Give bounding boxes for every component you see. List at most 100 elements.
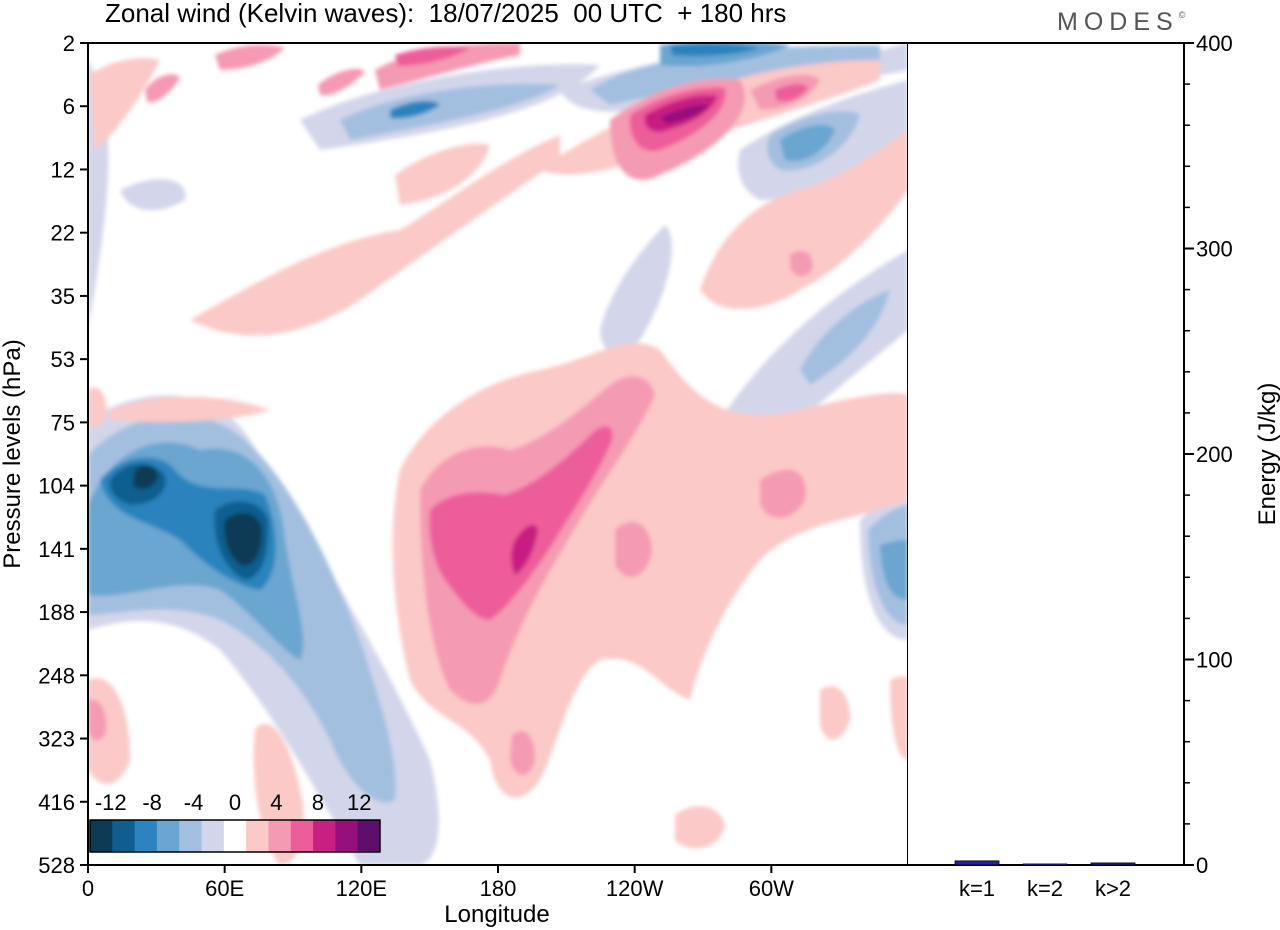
colorbar-swatch xyxy=(357,820,381,852)
contour-neg xyxy=(120,179,186,211)
y-axis-label: Pressure levels (hPa) xyxy=(0,339,26,568)
contour-neg xyxy=(670,43,760,57)
x-tick-label: 0 xyxy=(82,876,94,901)
x-tick-label: 60W xyxy=(749,876,794,901)
y-tick-label: 248 xyxy=(38,663,75,688)
contour-pos xyxy=(511,524,538,575)
contour-pos xyxy=(110,396,270,422)
colorbar-tick-label: -8 xyxy=(142,790,162,815)
colorbar-swatch xyxy=(268,820,292,852)
colorbar-swatch xyxy=(313,820,336,852)
colorbar-tick-label: 4 xyxy=(270,790,282,815)
y-tick-label: 53 xyxy=(51,347,75,372)
colorbar-tick-label: 12 xyxy=(347,790,371,815)
contour-pos xyxy=(190,135,560,336)
bar-y-tick-label: 200 xyxy=(1196,442,1233,467)
x-axis-label: Longitude xyxy=(444,901,549,928)
contour-pos xyxy=(615,521,652,577)
bar-y-tick-label: 100 xyxy=(1196,648,1233,673)
contour-pos xyxy=(395,46,470,66)
colorbar-tick-label: 0 xyxy=(229,790,241,815)
y-tick-label: 104 xyxy=(38,474,75,499)
contour-neg xyxy=(600,225,672,353)
contour-neg xyxy=(880,540,908,600)
bar-y-tick-label: 400 xyxy=(1196,31,1233,56)
contour-pos xyxy=(318,68,365,96)
colorbar-swatch xyxy=(179,820,203,852)
y-tick-label: 75 xyxy=(51,410,75,435)
x-tick-label: 180 xyxy=(480,876,517,901)
y-tick-label: 188 xyxy=(38,600,75,625)
colorbar-swatch xyxy=(290,820,314,852)
contour-pos xyxy=(429,425,613,620)
energy-bar xyxy=(1022,863,1068,866)
colorbar-swatch xyxy=(90,820,113,852)
contour-neg xyxy=(340,83,560,140)
contour-pos xyxy=(675,806,725,849)
x-tick-label: 60E xyxy=(205,876,244,901)
y-tick-label: 528 xyxy=(38,853,75,878)
bar-y-ticks: 0 100 200 300 400 xyxy=(1184,31,1233,878)
contour-neg xyxy=(390,100,440,119)
energy-axis-label: Energy (J/kg) xyxy=(1254,383,1280,526)
bar-y-tick-label: 0 xyxy=(1196,853,1208,878)
energy-bar xyxy=(1090,862,1136,866)
colorbar-swatch xyxy=(223,820,247,852)
bar-panel-background xyxy=(908,43,1184,865)
bar-category-label: k=2 xyxy=(1027,876,1063,901)
contour-pos xyxy=(375,43,520,90)
colorbar-tick-label: -4 xyxy=(184,790,204,815)
bar-marks xyxy=(954,860,1136,866)
colorbar-swatch xyxy=(246,820,269,852)
contour-neg xyxy=(133,465,158,490)
contour-pos xyxy=(760,469,806,518)
energy-bar-panel: 0 100 200 300 400 k=1 k=2 k>2 xyxy=(908,31,1233,901)
colorbar-tick-label: 8 xyxy=(312,790,324,815)
colorbar-frame xyxy=(89,819,381,853)
contour-pos xyxy=(700,130,908,309)
heatmap-y-ticks: 2 6 12 22 35 53 75 104 141 188 248 323 416 528 xyxy=(38,31,88,878)
y-tick-label: 22 xyxy=(51,221,75,246)
contour-pos xyxy=(88,699,107,741)
colorbar-swatch xyxy=(134,820,158,852)
y-tick-label: 6 xyxy=(63,94,75,119)
colorbar-swatch xyxy=(112,820,136,852)
chart-title: Zonal wind (Kelvin waves): 18/07/2025 00… xyxy=(105,0,787,28)
contour-pos xyxy=(890,676,908,760)
contour-neg xyxy=(224,513,262,566)
x-tick-label: 120E xyxy=(336,876,387,901)
brand-logo: MODES© xyxy=(1057,8,1186,36)
colorbar-swatch xyxy=(335,820,359,852)
contour-neg xyxy=(780,124,835,162)
colorbar-tick-label: -12 xyxy=(95,790,127,815)
colorbar: -12 -8 -4 0 4 8 12 xyxy=(89,790,381,853)
contour-pos xyxy=(660,104,710,124)
contour-pos xyxy=(145,74,180,103)
brand-text: MODES xyxy=(1057,8,1179,36)
bar-x-ticks: k=1 k=2 k>2 xyxy=(959,876,1131,901)
x-tick-label: 120W xyxy=(606,876,664,901)
bar-category-label: k=1 xyxy=(959,876,995,901)
y-tick-label: 35 xyxy=(51,284,75,309)
bar-y-tick-label: 300 xyxy=(1196,237,1233,262)
colorbar-swatch xyxy=(156,820,180,852)
contour-pos xyxy=(510,731,535,775)
energy-bar xyxy=(954,860,1000,866)
contour-pos xyxy=(395,143,490,205)
contour-pos xyxy=(790,250,813,277)
contour-pos xyxy=(88,387,107,427)
bar-category-label: k>2 xyxy=(1095,876,1131,901)
contour-neg xyxy=(800,290,890,385)
colorbar-swatch xyxy=(201,820,225,852)
y-tick-label: 2 xyxy=(63,31,75,56)
contour-pos xyxy=(215,44,285,70)
y-tick-label: 416 xyxy=(38,790,75,815)
y-tick-label: 12 xyxy=(51,157,75,182)
y-tick-label: 141 xyxy=(38,537,75,562)
contour-pos xyxy=(90,58,160,150)
contour-pos xyxy=(820,686,850,740)
heatmap-panel xyxy=(87,42,909,866)
contour-pos xyxy=(775,84,808,102)
heatmap-x-ticks: 0 60E 120E 180 120W 60W xyxy=(82,865,794,901)
